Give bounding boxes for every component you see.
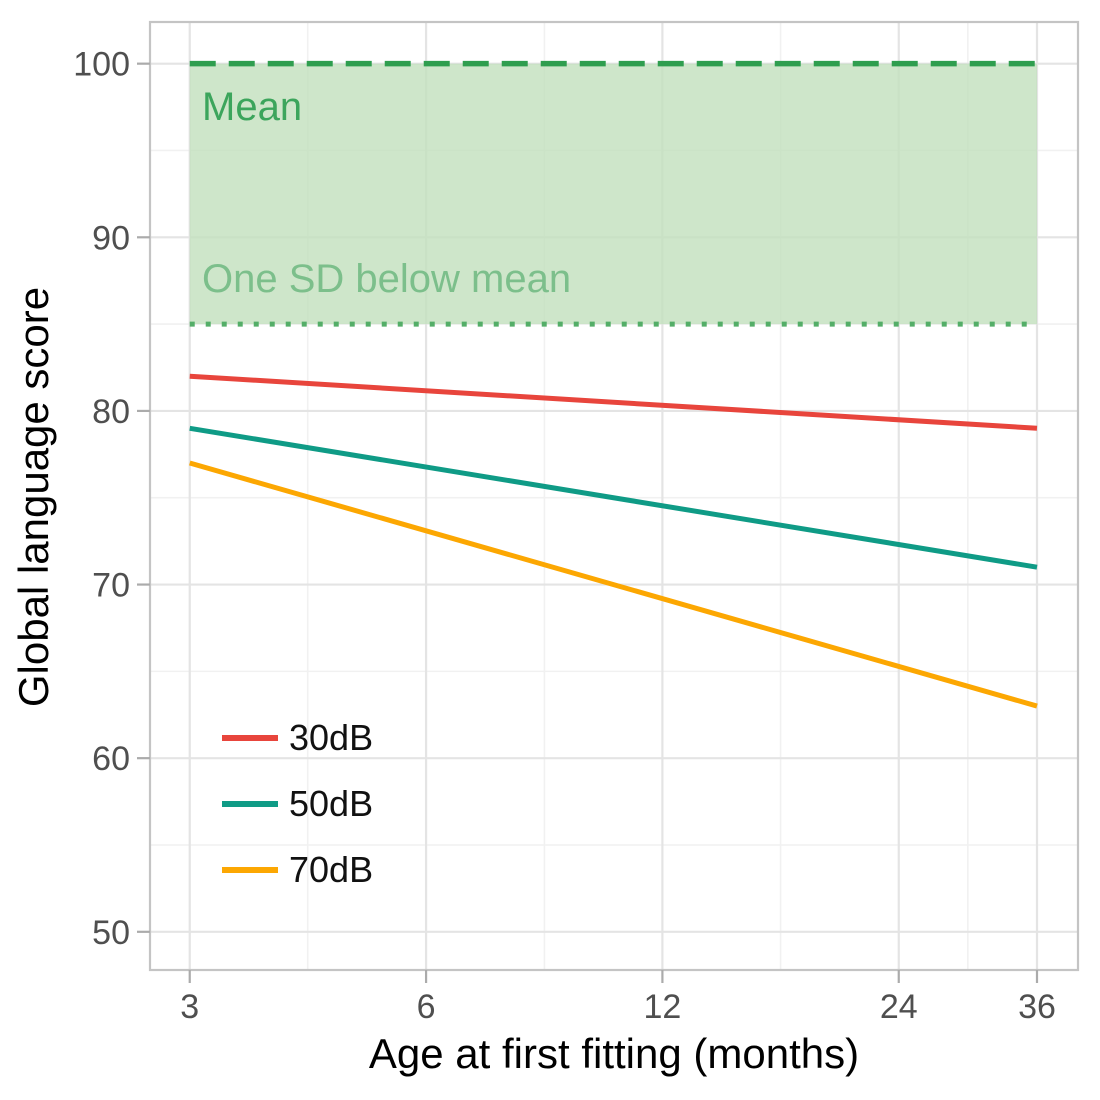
series-line-30db xyxy=(189,373,1038,431)
legend-label-50db: 50dB xyxy=(289,783,374,824)
legend-item-70db: 70dB xyxy=(222,837,373,903)
one-sd-below-mean-annotation: One SD below mean xyxy=(202,257,572,301)
legend-item-30db: 30dB xyxy=(222,705,373,771)
panel-border xyxy=(148,20,1080,972)
y-tick-label: 60 xyxy=(92,740,130,778)
mean-annotation: Mean xyxy=(202,85,303,129)
legend-swatch-30db xyxy=(222,735,278,741)
y-tick-label: 90 xyxy=(92,219,130,257)
series-line-70db xyxy=(189,460,1038,709)
x-tick-label: 36 xyxy=(1018,988,1056,1026)
x-tick-label: 6 xyxy=(417,988,436,1026)
x-tick-label: 24 xyxy=(880,988,918,1026)
y-tick-label: 70 xyxy=(92,567,130,605)
x-tick-label: 12 xyxy=(643,988,681,1026)
y-tick-label: 80 xyxy=(92,393,130,431)
y-axis-title: Global language score xyxy=(10,286,57,708)
x-axis-title: Age at first fitting (months) xyxy=(368,1030,860,1077)
legend-swatch-50db xyxy=(222,801,278,807)
legend: 30dB 50dB 70dB xyxy=(222,705,373,903)
series-line-50db xyxy=(189,425,1038,570)
legend-swatch-70db xyxy=(222,867,278,873)
legend-label-70db: 70dB xyxy=(289,849,374,890)
legend-item-50db: 50dB xyxy=(222,771,373,837)
normal-range-band xyxy=(189,63,1037,325)
y-tick-label: 100 xyxy=(73,46,130,84)
legend-label-30db: 30dB xyxy=(289,717,374,758)
y-tick-label: 50 xyxy=(92,914,130,952)
x-tick-label: 3 xyxy=(180,988,199,1026)
